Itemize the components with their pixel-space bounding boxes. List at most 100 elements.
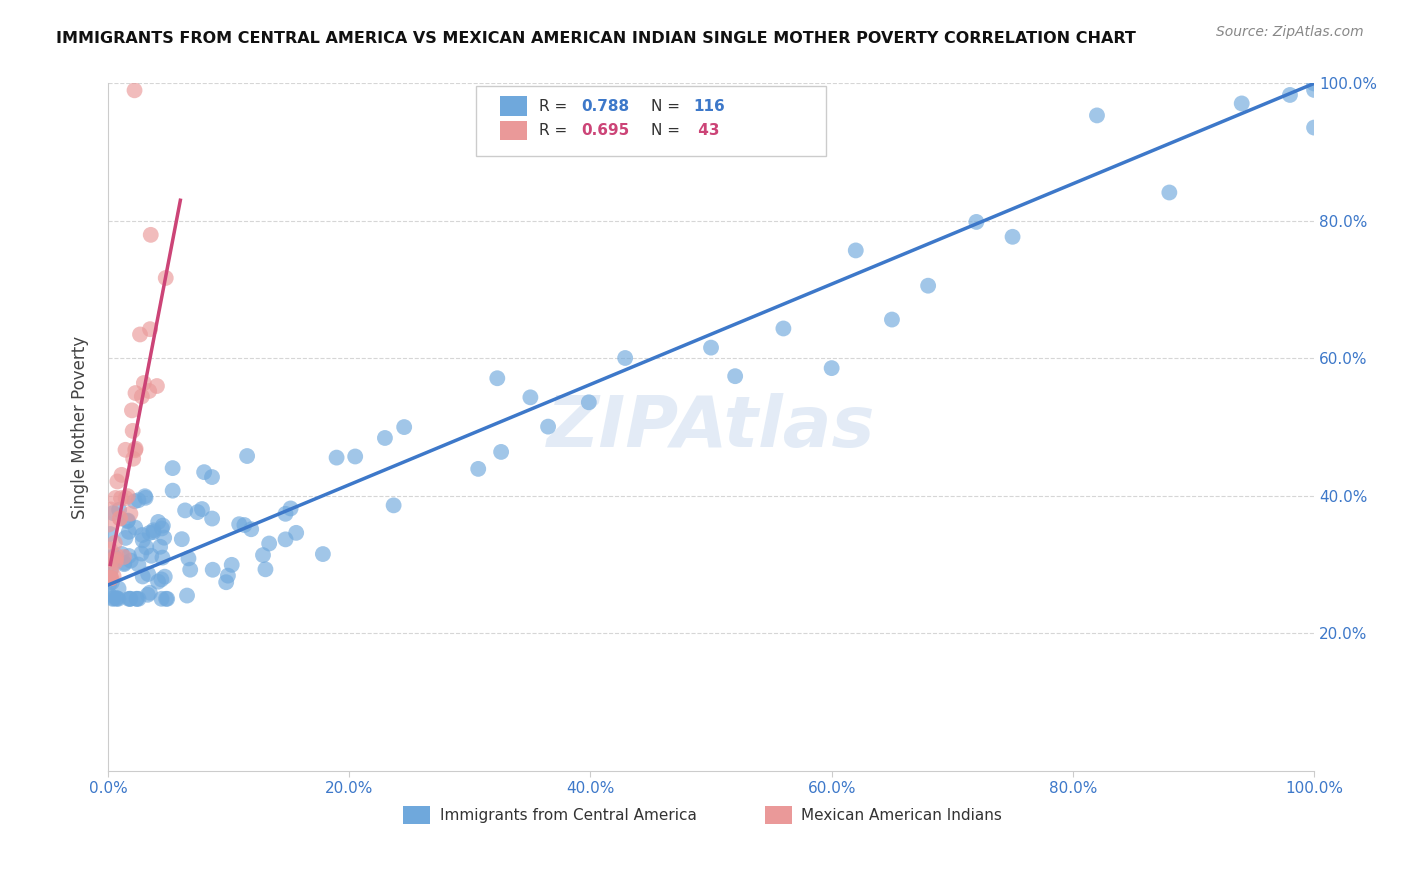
Text: Mexican American Indians: Mexican American Indians (801, 808, 1002, 822)
Point (201, 470, 224, 484)
Point (104, 491, 127, 505)
Point (917, 278, 939, 293)
Point (252, 548, 274, 562)
Point (537, 419, 560, 434)
Text: R =: R = (538, 99, 572, 113)
Point (489, 445, 512, 459)
Point (98, 571, 121, 585)
Point (174, 503, 197, 517)
Point (136, 567, 159, 582)
Point (724, 369, 747, 384)
Point (103, 591, 125, 606)
Point (153, 570, 176, 584)
Point (97, 571, 120, 585)
Point (124, 520, 146, 534)
Point (820, 361, 842, 376)
Text: Source: ZipAtlas.com: Source: ZipAtlas.com (1216, 25, 1364, 39)
FancyBboxPatch shape (475, 86, 825, 155)
Point (129, 327, 152, 342)
Point (110, 511, 132, 525)
Point (142, 525, 165, 540)
Point (700, 341, 723, 355)
Point (156, 591, 179, 606)
Point (228, 517, 250, 532)
Point (486, 371, 509, 385)
Point (150, 521, 173, 535)
Point (98, 588, 121, 602)
Point (122, 451, 145, 466)
Point (312, 547, 335, 561)
Point (105, 591, 128, 605)
Point (128, 591, 150, 606)
Point (177, 551, 200, 566)
Text: 116: 116 (693, 99, 724, 113)
Point (134, 489, 156, 503)
Point (100, 571, 122, 585)
Point (236, 449, 259, 463)
Point (233, 518, 256, 533)
Point (274, 533, 297, 547)
Point (120, 507, 142, 521)
Point (578, 395, 600, 409)
Point (139, 322, 162, 336)
Point (146, 379, 169, 393)
Point (146, 574, 169, 589)
Point (120, 554, 142, 568)
Point (105, 591, 128, 606)
Text: 43: 43 (693, 123, 720, 138)
Point (110, 491, 132, 505)
Point (880, 312, 903, 326)
Point (392, 420, 415, 434)
Point (124, 83, 146, 97)
Point (141, 549, 163, 563)
Point (1159, 186, 1181, 200)
Point (132, 533, 155, 548)
Text: N =: N = (651, 123, 685, 138)
Point (112, 557, 135, 571)
Point (191, 502, 214, 516)
Point (138, 384, 160, 398)
Point (772, 321, 794, 335)
Point (138, 526, 160, 541)
Point (131, 547, 153, 561)
Point (107, 591, 129, 606)
Point (221, 558, 243, 572)
Point (98, 527, 121, 541)
Point (170, 532, 193, 546)
Point (98, 577, 121, 591)
Point (176, 589, 198, 603)
Point (155, 271, 177, 285)
Point (274, 507, 297, 521)
Point (139, 227, 162, 242)
Bar (404, 805, 430, 823)
Point (118, 591, 141, 606)
Point (150, 591, 173, 606)
Point (162, 461, 184, 475)
Point (1085, 108, 1108, 122)
Point (614, 351, 637, 365)
Point (117, 514, 139, 528)
Point (467, 462, 489, 476)
Point (149, 540, 172, 554)
Point (325, 450, 347, 465)
Point (117, 514, 139, 528)
Point (131, 528, 153, 542)
Point (382, 499, 405, 513)
Point (965, 215, 987, 229)
Point (1303, 77, 1326, 91)
Text: IMMIGRANTS FROM CENTRAL AMERICA VS MEXICAN AMERICAN INDIAN SINGLE MOTHER POVERTY: IMMIGRANTS FROM CENTRAL AMERICA VS MEXIC… (56, 31, 1136, 46)
Point (124, 386, 146, 401)
Point (280, 501, 302, 516)
Point (110, 467, 132, 482)
Point (127, 558, 149, 572)
Point (124, 442, 146, 456)
Point (155, 591, 177, 606)
Bar (765, 805, 792, 823)
Point (120, 591, 142, 606)
Point (135, 541, 157, 555)
Point (105, 475, 128, 489)
Point (125, 591, 148, 606)
Point (240, 522, 263, 536)
Point (117, 489, 139, 503)
Point (100, 571, 122, 585)
